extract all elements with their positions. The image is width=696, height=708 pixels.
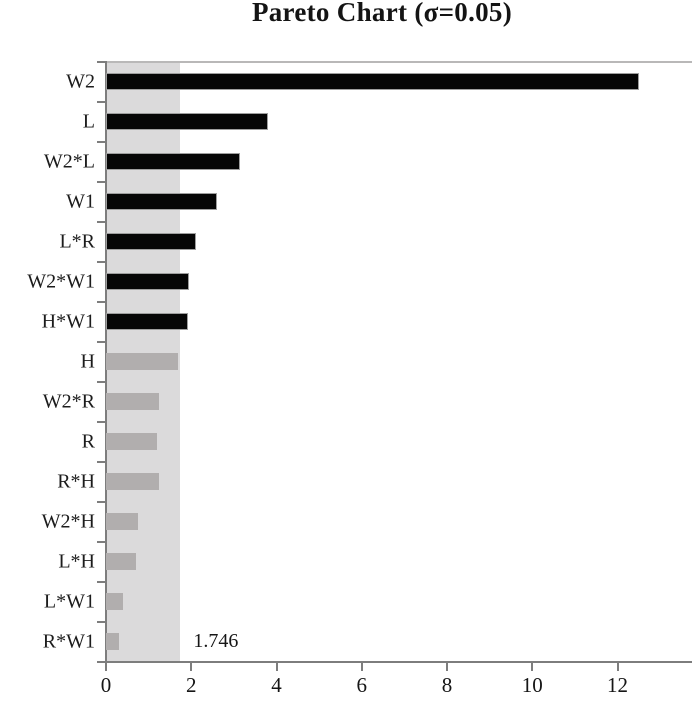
chart-row: W1: [66, 182, 690, 222]
category-label: H*W1: [41, 310, 95, 333]
bar-h*w1: [106, 313, 189, 330]
y-axis-tick: [97, 221, 106, 223]
category-label: R*W1: [42, 630, 95, 653]
x-axis-tick-label: 4: [271, 673, 282, 697]
category-label: H: [80, 350, 95, 373]
plot-area: W2 L W2*L W1 L*R W2*W1 H*W1 H W2*R R R*H W2*H L*H L*W…: [27, 61, 692, 697]
bar-l*h: [106, 553, 136, 570]
bar-l*r: [106, 233, 196, 250]
bar-r*h: [106, 473, 160, 490]
plot-top-border: [106, 61, 692, 63]
chart-row: L*W1: [44, 582, 690, 622]
chart-row: W2*H: [42, 502, 690, 542]
bar-r: [106, 433, 158, 450]
y-axis-tick: [97, 501, 106, 503]
y-axis-tick: [97, 61, 106, 63]
bar-w2*r: [106, 393, 160, 410]
chart-row: L*H: [58, 542, 690, 582]
category-label: L*R: [59, 230, 95, 253]
category-label: W2*W1: [27, 270, 95, 293]
y-axis-tick: [97, 261, 106, 263]
chart-row: W2*L: [44, 142, 690, 182]
chart-row: L: [83, 102, 690, 142]
x-axis-tick: [275, 662, 278, 671]
category-label: L: [82, 110, 95, 133]
bar-l: [106, 113, 268, 130]
bar-r*w1: [106, 633, 119, 650]
category-label: L*W1: [43, 590, 95, 613]
x-axis-tick: [531, 662, 534, 671]
chart-row: H: [81, 342, 690, 382]
x-axis-tick-label: 2: [186, 673, 197, 697]
category-label: W2*H: [41, 510, 95, 533]
bar-h: [106, 353, 179, 370]
x-axis-tick-label: 10: [521, 673, 543, 697]
chart-row: W2: [66, 62, 690, 102]
bar-w2*l: [106, 153, 241, 170]
chart-title: Pareto Chart (σ=0.05): [251, 0, 513, 27]
x-axis-line: [105, 661, 692, 663]
threshold-value-label: 1.746: [193, 630, 239, 652]
chart-row: W2*R: [43, 382, 690, 422]
bar-w2: [106, 73, 639, 90]
category-label: R: [81, 430, 95, 453]
y-axis-tick: [97, 421, 106, 423]
y-axis-tick: [97, 621, 106, 623]
y-axis-tick: [97, 181, 106, 183]
y-axis-tick: [97, 141, 106, 143]
x-axis-tick-label: 0: [100, 673, 112, 697]
y-axis-tick: [97, 341, 106, 343]
category-label: R*H: [57, 470, 95, 493]
bar-w2*w1: [106, 273, 190, 290]
x-axis-tick-label: 8: [441, 673, 453, 697]
y-axis-tick: [97, 381, 106, 383]
category-label: W2: [66, 70, 95, 93]
x-axis-tick-label: 6: [356, 673, 368, 697]
chart-row: R: [82, 422, 690, 462]
x-axis-tick: [105, 662, 107, 671]
chart-row: H*W1: [42, 302, 690, 342]
x-axis-tick-label: 12: [607, 673, 629, 697]
y-axis-tick: [97, 101, 106, 103]
chart-row: W2*W1: [27, 262, 690, 302]
x-axis-tick: [446, 662, 449, 671]
bar-w1: [106, 193, 217, 210]
bars-container: W2 L W2*L W1 L*R W2*W1 H*W1 H W2*R R R*H W2*H L*H L*W…: [27, 62, 690, 662]
bar-l*w1: [106, 593, 124, 610]
y-axis-tick: [97, 661, 106, 663]
x-axis-tick: [616, 662, 619, 671]
y-axis-tick: [97, 541, 106, 543]
y-axis-tick: [97, 461, 106, 463]
category-label: W2*R: [42, 390, 95, 413]
category-label: W2*L: [43, 150, 95, 173]
category-label: L*H: [58, 550, 95, 573]
chart-row: L*R: [59, 222, 690, 262]
x-axis-tick: [190, 662, 193, 671]
x-axis-tick: [360, 662, 363, 671]
y-axis-tick: [97, 581, 106, 583]
chart-row: R*W1: [43, 622, 690, 662]
chart-row: R*H: [57, 462, 690, 502]
bar-w2*h: [106, 513, 138, 530]
category-label: W1: [66, 190, 95, 213]
y-axis-tick: [97, 301, 106, 303]
